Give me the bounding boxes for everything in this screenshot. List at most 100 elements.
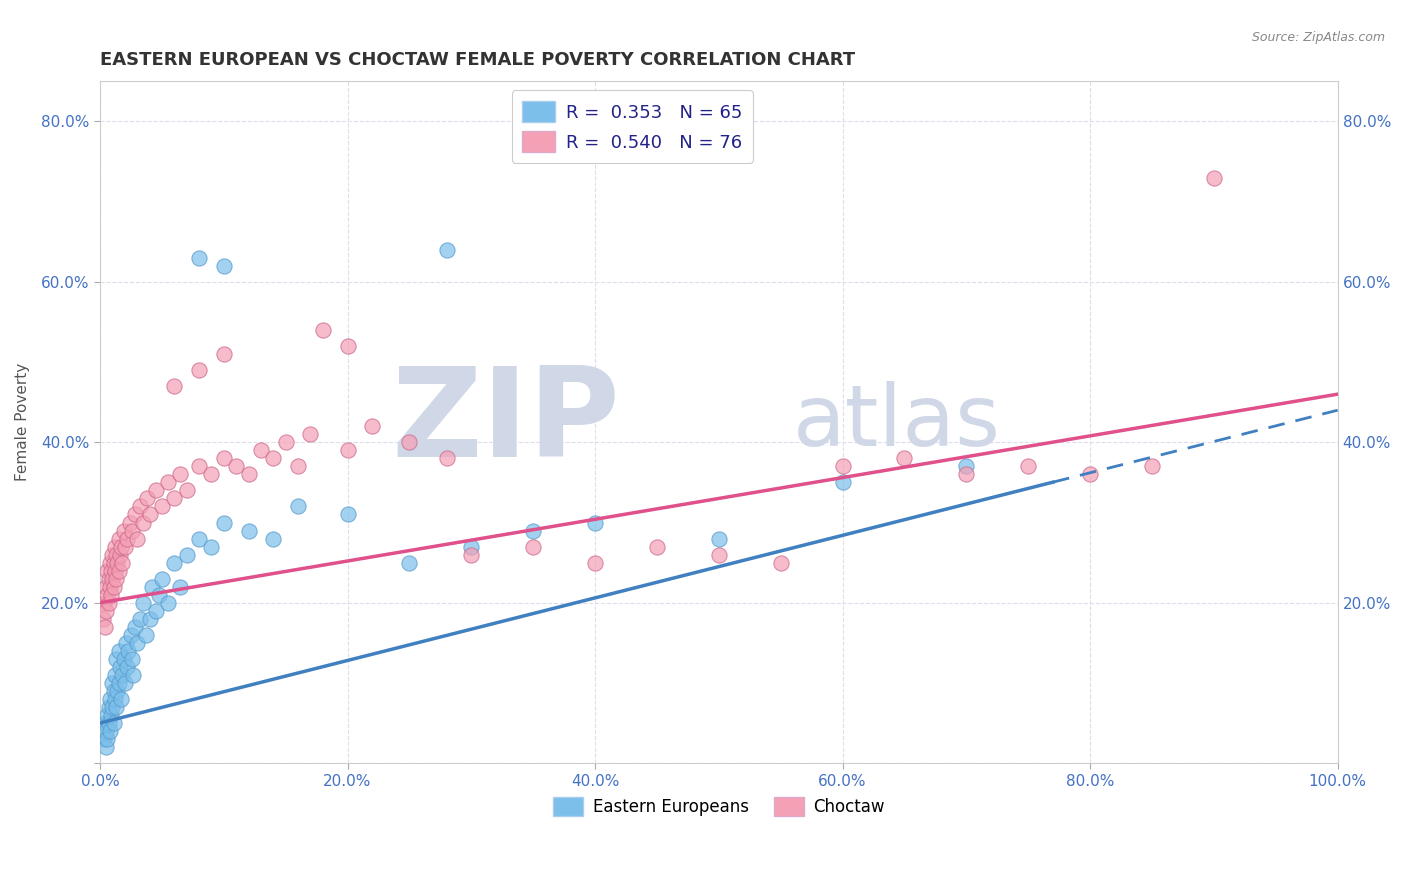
Point (110, 540, 132, 554)
Point (105, 556, 128, 570)
Point (100, 588, 122, 602)
Point (97, 596, 120, 610)
Point (336, 339, 359, 353)
Point (105, 700, 128, 714)
Point (1078, 467, 1101, 482)
Point (141, 580, 163, 594)
Point (955, 459, 977, 474)
Point (96, 708, 118, 723)
Point (121, 652, 143, 666)
Point (148, 588, 170, 602)
Text: atlas: atlas (793, 381, 1001, 464)
Point (117, 660, 139, 674)
Point (398, 556, 420, 570)
Point (336, 443, 359, 458)
Point (460, 548, 482, 562)
Point (132, 596, 155, 610)
Text: EASTERN EUROPEAN VS CHOCTAW FEMALE POVERTY CORRELATION CHART: EASTERN EUROPEAN VS CHOCTAW FEMALE POVER… (100, 51, 855, 69)
Point (94, 716, 117, 731)
Point (955, 467, 977, 482)
Point (114, 676, 136, 690)
Point (1140, 459, 1163, 474)
Point (110, 692, 132, 706)
Point (169, 580, 191, 594)
Point (262, 532, 284, 546)
Legend: Eastern Europeans, Choctaw: Eastern Europeans, Choctaw (546, 790, 891, 823)
Point (212, 451, 235, 466)
Point (104, 692, 127, 706)
Y-axis label: Female Poverty: Female Poverty (15, 363, 30, 482)
Point (212, 516, 235, 530)
Point (188, 363, 211, 377)
Point (104, 668, 127, 682)
Point (145, 483, 167, 498)
Point (188, 251, 211, 265)
Point (163, 556, 186, 570)
Point (361, 419, 384, 434)
Point (188, 459, 211, 474)
Point (96, 580, 118, 594)
Point (707, 548, 730, 562)
Point (145, 604, 167, 618)
Point (436, 451, 458, 466)
Point (96, 588, 118, 602)
Point (200, 467, 222, 482)
Point (238, 467, 260, 482)
Point (112, 524, 135, 538)
Point (163, 491, 186, 506)
Point (115, 636, 138, 650)
Point (104, 540, 127, 554)
Point (157, 475, 180, 490)
Point (96, 732, 118, 747)
Point (97, 716, 120, 731)
Point (138, 508, 160, 522)
Point (163, 379, 186, 393)
Point (96, 740, 118, 755)
Point (93, 732, 115, 747)
Point (97, 700, 120, 714)
Point (287, 459, 309, 474)
Point (105, 684, 128, 698)
Point (212, 259, 235, 273)
Point (98, 724, 121, 739)
Point (188, 532, 211, 546)
Point (98, 580, 121, 594)
Point (150, 572, 173, 586)
Point (118, 516, 141, 530)
Point (103, 556, 125, 570)
Point (136, 491, 159, 506)
Point (522, 524, 544, 538)
Point (105, 652, 128, 666)
Point (132, 516, 155, 530)
Point (121, 524, 143, 538)
Point (112, 652, 135, 666)
Point (94, 620, 117, 634)
Point (105, 548, 128, 562)
Point (96, 724, 118, 739)
Point (124, 620, 146, 634)
Point (287, 500, 309, 514)
Point (101, 700, 124, 714)
Point (157, 596, 180, 610)
Point (176, 548, 198, 562)
Point (200, 540, 222, 554)
Point (312, 323, 335, 337)
Point (117, 644, 139, 658)
Point (122, 668, 145, 682)
Point (124, 508, 146, 522)
Point (1017, 459, 1039, 474)
Point (104, 564, 127, 578)
Point (107, 564, 129, 578)
Text: ZIP: ZIP (391, 362, 620, 483)
Point (127, 636, 149, 650)
Point (707, 532, 730, 546)
Point (127, 532, 149, 546)
Point (831, 475, 853, 490)
Point (893, 451, 915, 466)
Point (101, 676, 124, 690)
Point (98, 556, 121, 570)
Point (120, 628, 142, 642)
Point (103, 684, 125, 698)
Point (97, 572, 120, 586)
Point (107, 644, 129, 658)
